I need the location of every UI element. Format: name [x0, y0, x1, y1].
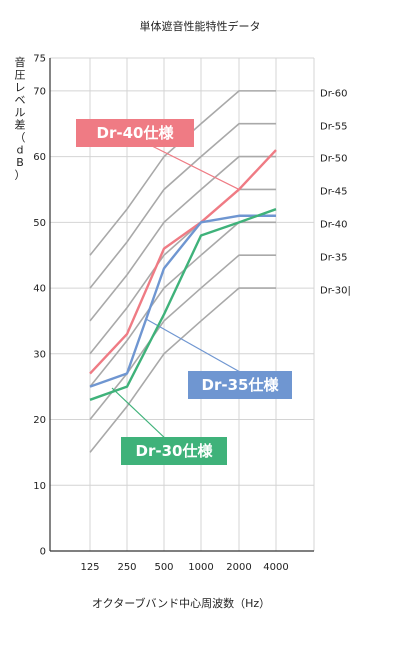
x-tick-label: 1000 [188, 562, 213, 573]
leader-line-1 [139, 139, 240, 191]
x-tick-labels: 125 250 500 1000 2000 4000 [80, 562, 288, 573]
reference-label: Dr-60 [320, 89, 348, 100]
series-badge-2 [188, 371, 292, 399]
x-tick-label: 500 [154, 562, 173, 573]
y-axis-label-char: ル [15, 106, 26, 119]
series-badge-1 [76, 119, 194, 147]
reference-curve-dr-50 [89, 155, 276, 322]
reference-curve-dr-40 [89, 221, 276, 388]
x-tick-label: 125 [80, 562, 99, 573]
series-line-3 [89, 208, 277, 401]
y-axis-label-char: （ [15, 131, 26, 144]
series-lines [89, 149, 277, 401]
y-axis-label-char: 音 [15, 55, 26, 69]
leader-lines [111, 139, 241, 442]
reference-label: Dr-50 [320, 154, 348, 165]
series-badge-label: Dr-40仕様 [97, 124, 175, 142]
series-badges: Dr-40仕様 Dr-35仕様 Dr-30仕様 [76, 119, 292, 465]
leader-line-2 [145, 318, 241, 373]
series-line-1 [89, 149, 277, 375]
reference-curves [89, 90, 276, 453]
reference-labels: Dr-60 Dr-55 Dr-50 Dr-45 Dr-40 Dr-35 Dr-30| [320, 89, 351, 297]
y-tick-label: 30 [33, 349, 46, 360]
reference-label: Dr-45 [320, 187, 348, 198]
reference-curve-dr-35 [89, 254, 276, 421]
series-badge-label: Dr-30仕様 [136, 442, 214, 460]
reference-label: Dr-40 [320, 220, 348, 231]
y-tick-label: 0 [40, 547, 46, 558]
y-axis-label-char: 差 [15, 118, 26, 132]
y-tick-label: 10 [33, 481, 46, 492]
chart-title: 単体遮音性能特性データ [140, 19, 261, 33]
y-tick-label: 60 [33, 152, 46, 163]
reference-curve-dr-55 [89, 122, 276, 289]
x-tick-label: 4000 [263, 562, 288, 573]
y-axis-label-char: 圧 [15, 69, 26, 82]
y-axis-label-char: ベ [15, 94, 26, 107]
y-tick-label: 40 [33, 284, 46, 295]
reference-label: Dr-55 [320, 122, 348, 133]
reference-curve-dr-30 [89, 287, 276, 453]
reference-label: Dr-35 [320, 253, 348, 264]
reference-label: Dr-30| [320, 286, 351, 297]
series-line-2 [89, 214, 276, 388]
series-badge-3 [121, 437, 227, 465]
y-tick-label: 20 [33, 415, 46, 426]
y-tick-labels: 0 10 20 30 40 50 60 70 75 [33, 54, 46, 558]
y-axis-label-char: d [17, 144, 24, 157]
y-axis-label-char: B [16, 156, 24, 169]
x-axis-label: オクターブバンド中心周波数（Hz） [92, 596, 270, 610]
x-tick-label: 250 [117, 562, 136, 573]
axes [49, 58, 314, 552]
leader-line-3 [111, 387, 169, 442]
series-badge-label: Dr-35仕様 [202, 376, 280, 394]
reference-curve-dr-45 [89, 188, 276, 355]
y-tick-label: 50 [33, 218, 46, 229]
y-tick-label: 75 [33, 54, 46, 65]
y-axis-label-char: レ [15, 81, 26, 94]
y-tick-label: 70 [33, 86, 46, 97]
y-axis-label-char: ） [15, 169, 26, 182]
x-tick-label: 2000 [226, 562, 251, 573]
